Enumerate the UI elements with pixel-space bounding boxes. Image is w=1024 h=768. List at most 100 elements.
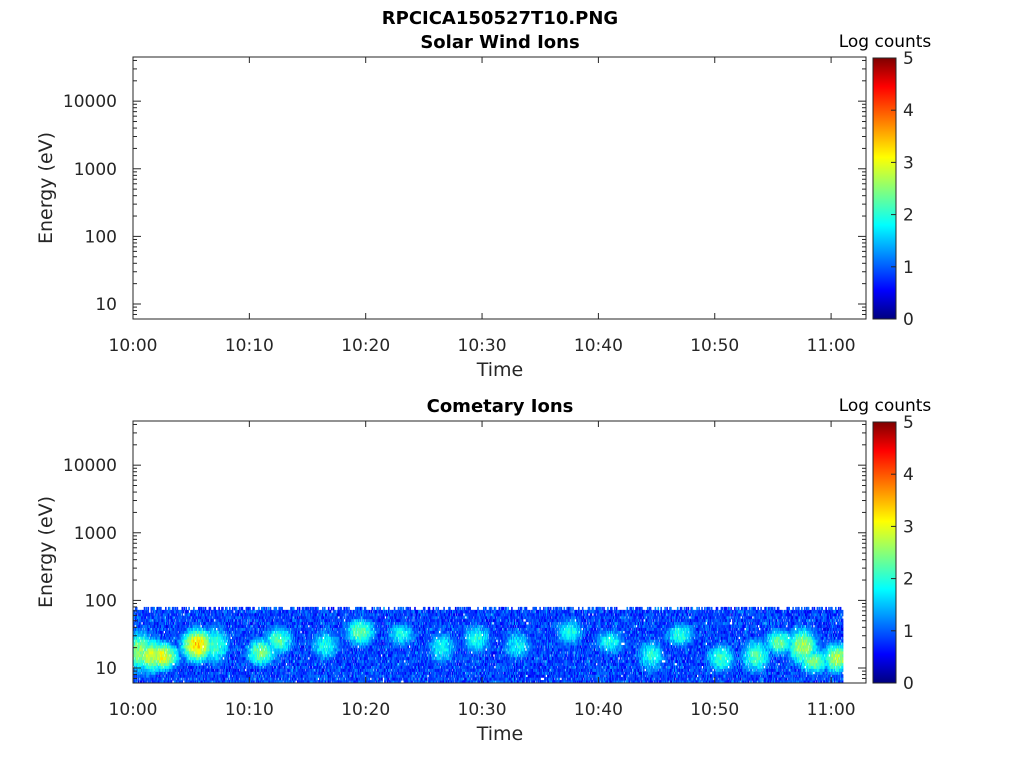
spectrogram-cell [204,630,207,634]
spectrogram-cells [133,606,844,683]
spectrogram-cell [139,630,142,634]
spectrogram-cell [266,668,269,672]
spectrogram-cell [143,680,146,683]
spectrogram-cell [224,653,226,658]
spectrogram-cell [240,612,243,617]
spectrogram-cell [259,668,261,672]
spectrogram-cell [190,621,192,626]
spectrogram-cell [142,621,145,626]
spectrogram-cell [178,615,181,620]
spectrogram-cell [231,647,234,652]
spectrogram-cell [211,639,214,643]
spectrogram-cell [173,653,176,658]
spectrogram-cell [145,618,148,623]
spectrogram-cell [133,639,135,643]
spectrogram-cell [259,627,261,631]
spectrogram-cell [234,627,237,631]
spectrogram-cell [226,621,228,626]
spectrogram-cell [202,680,205,683]
spectrogram-cell [167,633,170,637]
spectrogram-cell [193,609,195,614]
spectrogram-cell [271,627,274,631]
spectrogram-cell [141,618,144,623]
spectrogram-cell [184,659,186,664]
spectrogram-cell [269,659,272,664]
spectrogram-cell [154,630,156,634]
spectrogram-cell [147,615,150,620]
spectrogram-cell [207,677,210,681]
spectrogram-cell [246,639,248,643]
spectrogram-cell [231,659,234,664]
spectrogram-cell [215,612,217,617]
spectrogram-cell [200,642,203,646]
spectrogram-cell [139,609,142,614]
spectrogram-cell [219,659,221,664]
spectrogram-cell [141,609,144,614]
spectrogram-cell [172,647,175,652]
spectrogram-cell [134,653,137,658]
spectrogram-cell [250,653,252,658]
spectrogram-cell [263,671,266,675]
spectrogram-cell [249,618,251,623]
spectrogram-cell [184,671,186,675]
spectrogram-cell [138,621,141,626]
spectrogram-cell [255,624,257,628]
spectrogram-cell [268,668,271,672]
spectrogram-cell [225,668,227,672]
spectrogram-cell [270,618,273,623]
spectrogram-cell [256,677,258,681]
spectrogram-cell [157,677,159,681]
spectrogram-cell [210,671,213,675]
spectrogram-cell [246,662,248,666]
spectrogram-cell [220,645,222,649]
spectrogram-cell [218,615,220,620]
spectrogram-cell [279,656,281,661]
spectrogram-cell [247,665,249,669]
spectrogram-cell [222,630,224,634]
spectrogram-cell [142,612,145,617]
spectrogram-cell [239,680,242,683]
spectrogram-cell [171,630,174,634]
spectrogram-cell [153,630,155,634]
spectrogram-cell [187,656,189,661]
spectrogram-cell [237,639,240,643]
spectrogram-cell [238,621,241,626]
spectrogram-cell [155,642,157,646]
spectrogram-cell [180,645,183,649]
spectrogram-cell [255,647,257,652]
spectrogram-cell [140,680,143,683]
spectrogram-cell [175,656,178,661]
spectrogram-cell [202,639,205,643]
spectrogram-cell [214,668,216,672]
spectrogram-cell [185,662,187,666]
spectrogram-cell [147,677,150,681]
spectrogram-cell [272,677,275,681]
spectrogram-cell [221,636,223,640]
spectrogram-cell [137,612,140,617]
spectrogram-cell [264,662,267,666]
spectrogram-cell [143,624,146,628]
spectrogram-cell [134,627,137,631]
spectrogram-cell [189,656,191,661]
spectrogram-cell [154,633,156,637]
spectrogram-cell [171,612,174,617]
spectrogram-cell [269,630,272,634]
spectrogram-cell [160,636,162,640]
spectrogram-cell [184,645,186,649]
spectrogram-cell [263,615,266,620]
spectrogram-cell [149,653,152,658]
spectrogram-cell [165,645,167,649]
spectrogram-cell [252,674,254,678]
spectrogram-cell [252,624,254,628]
spectrogram-cell [158,615,160,620]
spectrogram-cell [225,636,227,640]
spectrogram-cell [208,650,211,655]
spectrogram-cell [261,612,263,617]
spectrogram-cell [211,645,214,649]
spectrogram-cell [133,615,135,620]
spectrogram-cell [242,647,245,652]
spectrogram-cell [165,677,167,681]
spectrogram-cell [166,624,169,628]
spectrogram-cell [248,615,250,620]
spectrogram-cell [228,662,230,666]
